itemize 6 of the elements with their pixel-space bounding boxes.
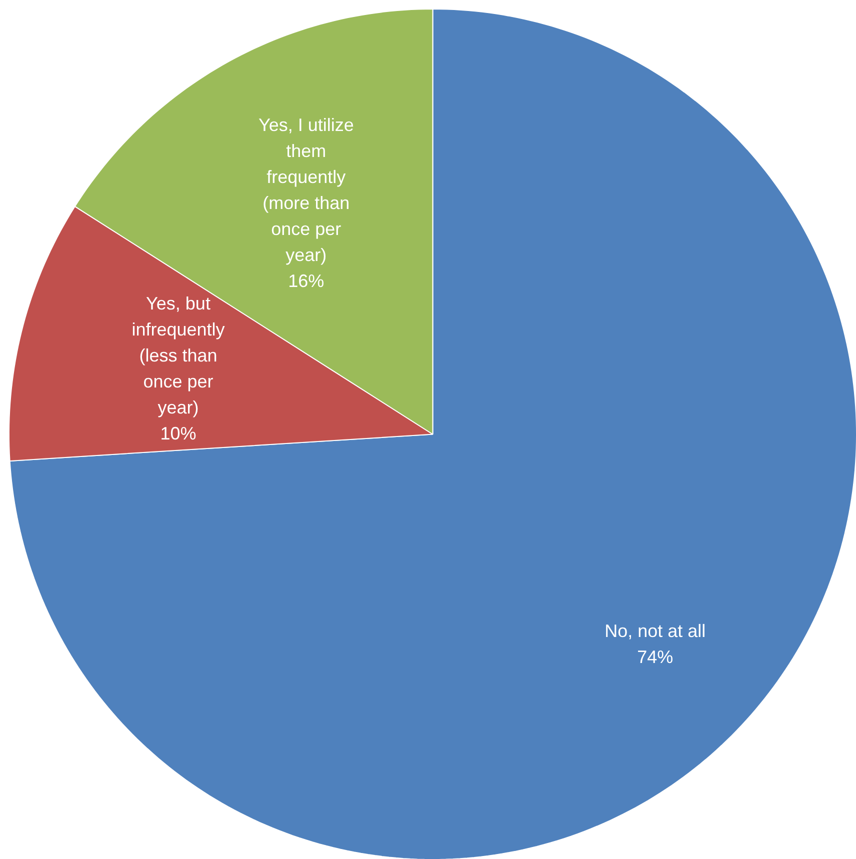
- data-label: 74%: [637, 646, 674, 667]
- slice-label: No, not at all: [604, 620, 706, 641]
- data-label: 16%: [288, 271, 324, 292]
- data-label: 10%: [160, 424, 196, 444]
- slice-label: Yes, I utilize them frequently (more than once per year): [258, 115, 354, 266]
- slice-label: Yes, but infrequently (less than once per year): [132, 294, 225, 418]
